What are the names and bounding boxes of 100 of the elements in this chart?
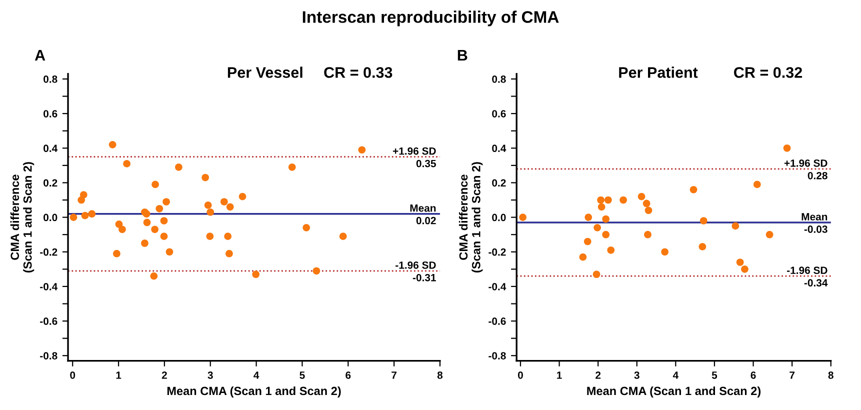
y-tick-label: 0.8 [44, 75, 58, 83]
x-tick-label: 7 [392, 372, 396, 379]
chart-title: Per Vessel [228, 66, 302, 78]
ref-line-label: -1.96 SD [396, 261, 436, 269]
point [226, 203, 234, 211]
point [690, 186, 698, 194]
point [204, 202, 212, 209]
y-tick-label: -0.8 [40, 352, 58, 360]
point [592, 270, 600, 278]
x-tick-label: 2 [596, 371, 601, 379]
point [141, 240, 148, 247]
point [152, 180, 159, 188]
annotation: -0.34 [804, 279, 828, 287]
point [224, 232, 232, 240]
point [166, 248, 174, 256]
annotation: 0.02 [416, 216, 436, 224]
x-tick-label: 2 [162, 371, 167, 379]
annotation: 0.28 [808, 172, 828, 180]
y-tick-label: -0.8 [488, 352, 506, 360]
y-tick-label: 0.6 [492, 110, 506, 118]
point [302, 224, 310, 232]
point [584, 214, 592, 221]
y-tick-label: 0.6 [44, 110, 58, 118]
point [741, 265, 748, 273]
point [113, 250, 120, 258]
annotation: -0.31 [412, 274, 436, 282]
point [70, 214, 78, 221]
y-tick-label: 0.0 [492, 214, 506, 222]
x-tick-label: 5 [712, 372, 718, 379]
point [584, 238, 592, 246]
y-axis-title: CMA difference (Scan 1 and Scan 2) [458, 162, 483, 272]
point [766, 230, 774, 238]
annotation: CR = 0.32 [734, 67, 802, 78]
point [620, 196, 627, 204]
x-tick-label: 5 [300, 372, 305, 379]
point [519, 214, 526, 221]
annotation: 0.35 [416, 160, 436, 168]
ref-line-label: +1.96 SD [784, 159, 828, 167]
point [151, 226, 158, 234]
text: B [458, 50, 468, 61]
y-tick-label: 0.8 [492, 75, 506, 83]
point [736, 258, 744, 266]
point [607, 246, 615, 254]
point [604, 196, 612, 204]
point [358, 146, 366, 154]
point [88, 210, 96, 218]
point [162, 198, 170, 206]
x-tick-label: 7 [790, 372, 795, 379]
x-tick-label: 3 [634, 371, 640, 379]
y-tick-label: 0.0 [44, 214, 58, 222]
chart-title: Per Patient [619, 66, 698, 78]
ref-line-label: -1.96 SD [787, 266, 828, 274]
point [638, 192, 646, 200]
x-axis-title: Mean CMA (Scan 1 and Scan 2) [167, 386, 341, 398]
annotation: -0.03 [804, 226, 828, 233]
point [206, 208, 214, 216]
point [123, 160, 130, 168]
point [206, 232, 214, 240]
annotation: CR = 0.33 [324, 67, 392, 78]
point [118, 226, 126, 234]
y-tick-label: -0.4 [488, 282, 506, 290]
y-tick-label: 0.4 [44, 144, 58, 152]
point [80, 191, 88, 198]
point [175, 163, 182, 171]
x-axis-title: Mean CMA (Scan 1 and Scan 2) [587, 386, 761, 398]
ref-line-label: Mean [802, 213, 828, 220]
y-tick-label: -0.2 [40, 248, 58, 256]
point [698, 243, 706, 250]
point [783, 144, 791, 152]
x-tick-label: 6 [750, 371, 756, 379]
point [700, 217, 708, 224]
x-tick-label: 8 [437, 371, 443, 379]
point [597, 196, 604, 204]
point [732, 222, 740, 230]
point [339, 232, 347, 240]
point [160, 217, 168, 224]
point [288, 163, 296, 171]
y-tick-label: 0.2 [44, 179, 58, 187]
text: Interscan reproducibility of CMA [302, 10, 559, 26]
point [753, 180, 761, 188]
point [602, 215, 610, 223]
x-tick-label: 6 [346, 371, 351, 379]
x-tick-label: 4 [672, 372, 679, 379]
y-tick-label: -0.6 [488, 318, 506, 325]
y-tick-label: -0.6 [40, 318, 58, 325]
point [150, 272, 158, 280]
point [661, 248, 668, 256]
y-axis-title: CMA difference (Scan 1 and Scan 2) [10, 162, 34, 272]
point [579, 253, 587, 261]
point [642, 200, 650, 208]
y-tick-label: -0.4 [40, 282, 58, 290]
y-tick-label: 0.2 [492, 179, 506, 187]
point [108, 141, 116, 148]
point [602, 230, 610, 238]
point [156, 204, 164, 212]
x-tick-label: 3 [208, 371, 213, 379]
ref-line-label: +1.96 SD [392, 147, 436, 155]
point [644, 206, 652, 214]
y-tick-label: 0.4 [492, 144, 506, 152]
point [202, 174, 209, 182]
